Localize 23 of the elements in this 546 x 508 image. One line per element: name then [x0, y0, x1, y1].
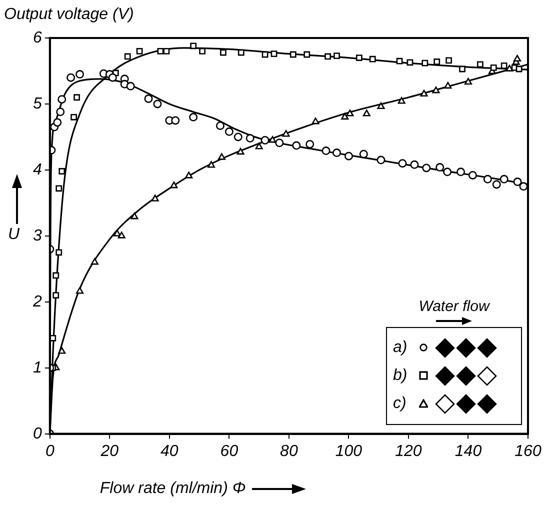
x-axis-title: Flow rate (ml/min) Φ — [100, 480, 246, 498]
x-tick-label: 40 — [160, 442, 178, 460]
x-tick-label: 160 — [514, 442, 542, 460]
x-tick-label: 0 — [45, 442, 54, 460]
x-tick-label: 140 — [454, 442, 482, 460]
x-tick-label: 120 — [395, 442, 422, 460]
legend-label: a) — [393, 338, 408, 357]
x-tick-label: 20 — [100, 442, 119, 460]
legend-label: b) — [393, 366, 408, 385]
y-tick-label: 2 — [32, 293, 42, 310]
y-tick-label: 3 — [32, 227, 42, 244]
y-tick-label: 0 — [32, 425, 42, 442]
y-tick-label: 4 — [32, 161, 42, 178]
legend-label: c) — [393, 394, 408, 413]
x-tick-label: 60 — [220, 442, 238, 460]
y-tick-label: 5 — [32, 95, 42, 112]
legend-title: Water flow — [418, 298, 491, 315]
y-axis-title: Output voltage (V) — [4, 6, 134, 24]
x-tick-label: 80 — [280, 442, 298, 460]
y-tick-label: 1 — [32, 359, 42, 376]
y-tick-label: 6 — [32, 29, 42, 46]
text: U — [8, 226, 20, 244]
x-tick-label: 100 — [335, 442, 362, 460]
